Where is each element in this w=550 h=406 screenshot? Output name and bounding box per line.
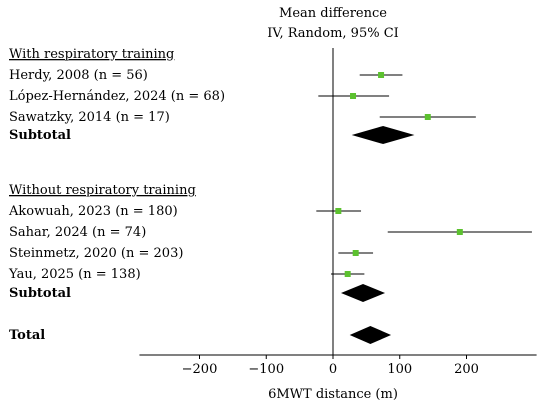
header-line-2: IV, Random, 95% CI <box>267 26 399 41</box>
study-estimate-marker <box>456 229 463 235</box>
x-axis-title: 6MWT distance (m) <box>268 387 398 402</box>
x-tick-label: −200 <box>182 362 218 377</box>
study-label: Herdy, 2008 (n = 56) <box>9 68 148 83</box>
x-tick-label: 100 <box>387 362 412 377</box>
group-label: Without respiratory training <box>9 183 196 198</box>
study-estimate-marker <box>335 208 342 214</box>
study-label: Sahar, 2024 (n = 74) <box>9 225 146 240</box>
study-estimate-marker <box>352 250 359 256</box>
group-label: With respiratory training <box>9 47 174 62</box>
total-label: Total <box>9 328 45 343</box>
study-estimate-marker <box>344 271 351 277</box>
subtotal-diamond <box>341 284 386 302</box>
study-estimate-marker <box>350 93 357 99</box>
total-diamond <box>349 326 392 344</box>
study-label: López-Hernández, 2024 (n = 68) <box>9 89 225 104</box>
study-label: Sawatzky, 2014 (n = 17) <box>9 110 170 125</box>
header-line-1: Mean difference <box>279 6 387 21</box>
study-label: Steinmetz, 2020 (n = 203) <box>9 246 183 261</box>
subtotal-label: Subtotal <box>9 128 71 143</box>
x-tick-label: 0 <box>329 362 337 377</box>
subtotal-diamond <box>351 126 415 144</box>
study-label: Yau, 2025 (n = 138) <box>8 267 141 282</box>
subtotal-label: Subtotal <box>9 286 71 301</box>
x-tick-label: 200 <box>454 362 479 377</box>
study-label: Akowuah, 2023 (n = 180) <box>8 204 178 219</box>
x-tick-label: −100 <box>248 362 284 377</box>
study-estimate-marker <box>378 72 385 78</box>
study-estimate-marker <box>424 114 431 120</box>
